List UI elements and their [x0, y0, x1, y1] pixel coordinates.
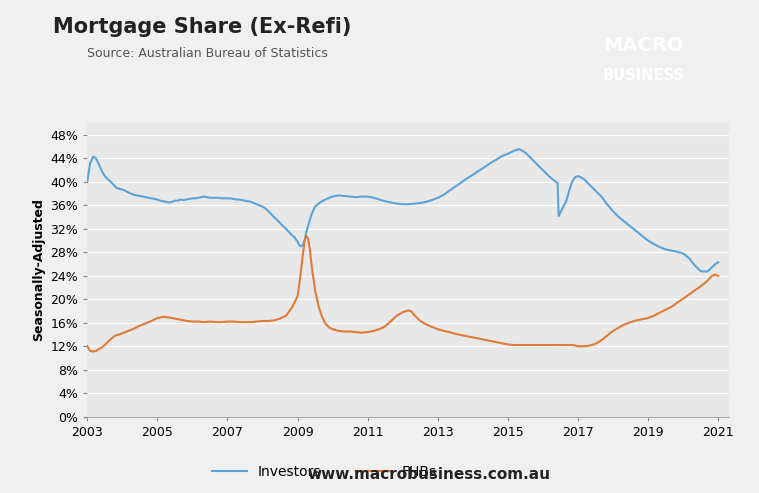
Text: www.macrobusiness.com.au: www.macrobusiness.com.au: [307, 467, 550, 482]
Y-axis label: Seasonally-Adjusted: Seasonally-Adjusted: [32, 199, 45, 341]
FHBs: [302, 233, 311, 239]
FHBs: [462, 333, 471, 339]
Text: Source: Australian Bureau of Statistics: Source: Australian Bureau of Statistics: [87, 47, 328, 60]
Text: BUSINESS: BUSINESS: [603, 69, 684, 83]
FHBs: [638, 316, 647, 322]
FHBs: [713, 273, 723, 279]
Investors: [83, 179, 92, 185]
Investors: [238, 197, 247, 203]
Line: Investors: Investors: [87, 149, 718, 272]
Legend: Investors, FHBs: Investors, FHBs: [212, 464, 437, 479]
FHBs: [690, 287, 699, 293]
Investors: [235, 197, 244, 203]
FHBs: [223, 318, 232, 324]
FHBs: [620, 321, 629, 327]
Investors: [713, 259, 723, 265]
Investors: [124, 189, 133, 195]
Text: Mortgage Share (Ex-Refi): Mortgage Share (Ex-Refi): [53, 17, 351, 37]
Line: FHBs: FHBs: [87, 236, 718, 352]
FHBs: [89, 349, 98, 354]
Investors: [445, 188, 454, 194]
FHBs: [241, 319, 250, 325]
Investors: [565, 188, 574, 194]
FHBs: [83, 343, 92, 349]
Investors: [562, 198, 571, 204]
Investors: [702, 269, 711, 275]
Text: MACRO: MACRO: [603, 36, 684, 55]
Investors: [515, 146, 524, 152]
